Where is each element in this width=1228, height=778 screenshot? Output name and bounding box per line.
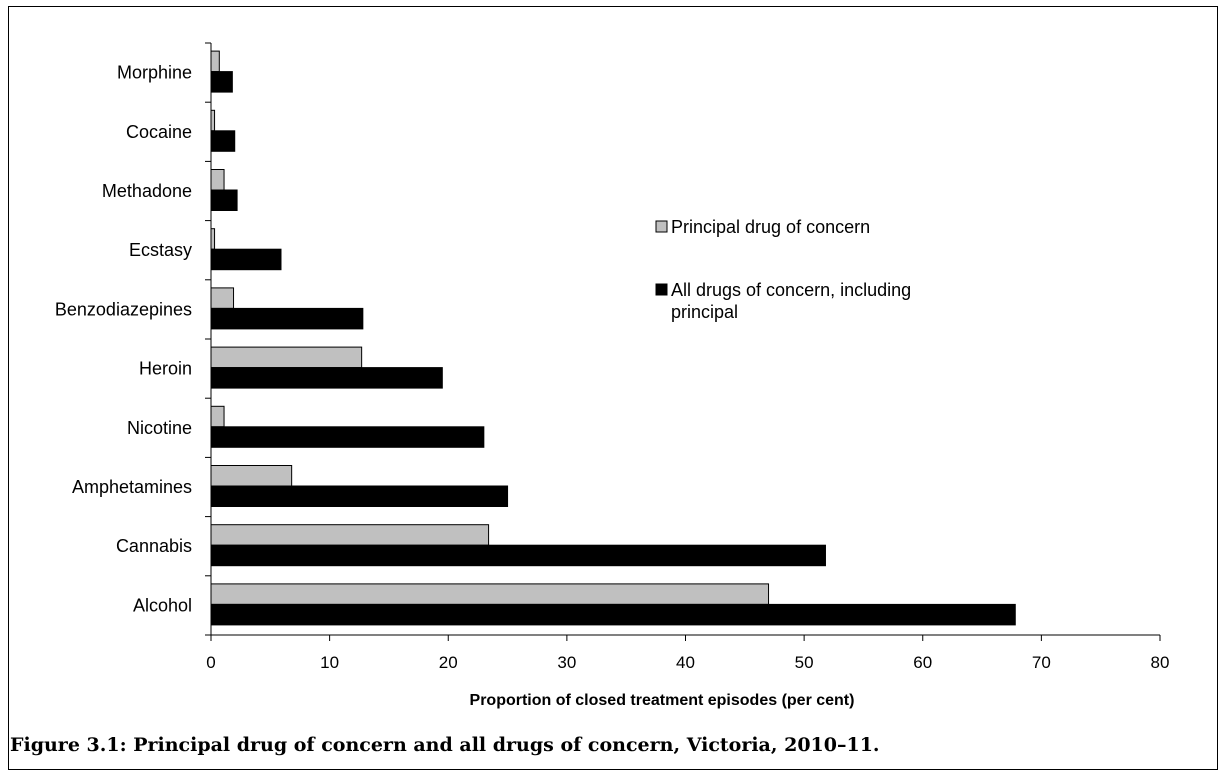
bar-methadone-principal bbox=[210, 169, 225, 191]
x-tick-label-80: 80 bbox=[1151, 653, 1170, 672]
figure-caption: Figure 3.1: Principal drug of concern an… bbox=[10, 734, 880, 756]
x-tick-label-10: 10 bbox=[320, 653, 339, 672]
axes-group bbox=[205, 42, 1161, 641]
x-tick-label-30: 30 bbox=[557, 653, 576, 672]
bar-cannabis-all bbox=[210, 544, 826, 567]
bar-morphine-principal bbox=[210, 50, 220, 73]
bar-benzodiazepines-principal bbox=[210, 287, 235, 309]
bar-benzodiazepines-all bbox=[210, 307, 364, 330]
bar-amphetamines-all bbox=[210, 485, 509, 507]
legend-swatch-all bbox=[655, 283, 668, 296]
bar-amphetamines-principal bbox=[210, 465, 293, 487]
bar-heroin-principal bbox=[210, 346, 363, 369]
legend-label-all: All drugs of concern, including principal bbox=[671, 280, 911, 322]
bar-cannabis-principal bbox=[210, 524, 490, 546]
category-label-morphine: Morphine bbox=[117, 63, 192, 83]
category-label-ecstasy: Ecstasy bbox=[129, 240, 192, 260]
bar-chart: Alcohol Cannabis Amphetamines Nicotine Heroi… bbox=[55, 42, 1169, 709]
figure-frame bbox=[8, 6, 1218, 770]
bar-alcohol-principal bbox=[210, 583, 770, 605]
x-tick-label-20: 20 bbox=[439, 653, 458, 672]
category-label-cocaine: Cocaine bbox=[126, 122, 192, 142]
x-axis-title: Proportion of closed treatment episodes … bbox=[470, 692, 855, 709]
x-tick-label-50: 50 bbox=[795, 653, 814, 672]
category-label-alcohol: Alcohol bbox=[133, 595, 192, 615]
bar-methadone-all bbox=[210, 189, 238, 211]
x-tick-label-40: 40 bbox=[676, 653, 695, 672]
bar-ecstasy-principal bbox=[210, 228, 216, 250]
bar-heroin-all bbox=[210, 367, 443, 389]
bar-cocaine-principal bbox=[210, 109, 216, 132]
category-label-cannabis: Cannabis bbox=[116, 536, 192, 556]
category-labels: Alcohol Cannabis Amphetamines Nicotine Heroi… bbox=[55, 63, 192, 616]
category-label-nicotine: Nicotine bbox=[127, 418, 192, 438]
bar-nicotine-all bbox=[210, 426, 485, 448]
category-label-benzodiazepines: Benzodiazepines bbox=[55, 299, 192, 319]
x-tick-label-70: 70 bbox=[1032, 653, 1051, 672]
bar-morphine-all bbox=[210, 71, 233, 93]
bar-nicotine-principal bbox=[210, 405, 225, 428]
category-label-heroin: Heroin bbox=[139, 359, 192, 379]
category-label-amphetamines: Amphetamines bbox=[72, 477, 192, 497]
bar-alcohol-all bbox=[210, 603, 1016, 626]
legend-swatch-principal bbox=[655, 220, 668, 233]
bar-ecstasy-all bbox=[210, 248, 282, 271]
x-tick-label-0: 0 bbox=[206, 653, 215, 672]
legend: Principal drug of concern All drugs of c… bbox=[655, 217, 911, 322]
x-tick-label-60: 60 bbox=[913, 653, 932, 672]
category-label-methadone: Methadone bbox=[102, 181, 192, 201]
bars-group bbox=[210, 50, 1016, 626]
bar-cocaine-all bbox=[210, 130, 236, 152]
tick-labels: 0 10 20 30 40 50 60 70 80 bbox=[206, 653, 1169, 672]
legend-label-principal: Principal drug of concern bbox=[671, 217, 870, 237]
